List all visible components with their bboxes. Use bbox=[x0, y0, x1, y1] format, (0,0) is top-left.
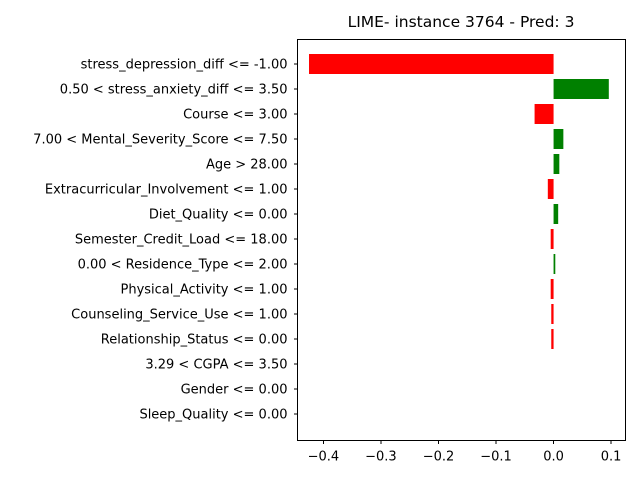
y-tick-label: Course <= 3.00 bbox=[183, 108, 287, 123]
y-tick-label: Sleep_Quality <= 0.00 bbox=[139, 408, 287, 423]
plot-frame bbox=[297, 39, 626, 441]
bar bbox=[551, 304, 554, 324]
y-tick-label: Relationship_Status <= 0.00 bbox=[101, 333, 288, 348]
chart-title: LIME- instance 3764 - Pred: 3 bbox=[348, 13, 575, 31]
x-tick-label: 0.0 bbox=[543, 450, 564, 465]
bar bbox=[551, 329, 554, 349]
y-tick-label: stress_depression_diff <= -1.00 bbox=[81, 58, 288, 73]
bar bbox=[550, 229, 554, 249]
bar bbox=[553, 204, 559, 224]
x-ticks: −0.4 −0.3 −0.2 −0.1 0.0 0.1 bbox=[308, 440, 622, 465]
bars-group bbox=[309, 54, 609, 349]
bar bbox=[553, 79, 609, 99]
y-tick-label: Physical_Activity <= 1.00 bbox=[121, 283, 288, 298]
y-tick-label: Extracurricular_Involvement <= 1.00 bbox=[45, 183, 288, 198]
x-tick-label: −0.1 bbox=[480, 450, 512, 465]
y-tick-label: 0.00 < Residence_Type <= 2.00 bbox=[78, 258, 288, 273]
bar bbox=[553, 154, 560, 174]
y-tick-label: Semester_Credit_Load <= 18.00 bbox=[75, 233, 288, 248]
y-tick-labels: stress_depression_diff <= -1.00 0.50 < st… bbox=[33, 58, 298, 423]
x-tick-label: −0.2 bbox=[423, 450, 455, 465]
bar bbox=[553, 254, 556, 274]
y-tick-label: Gender <= 0.00 bbox=[181, 383, 288, 398]
x-tick-label: −0.4 bbox=[308, 450, 340, 465]
x-tick-label: −0.3 bbox=[365, 450, 397, 465]
bar bbox=[553, 129, 564, 149]
bar bbox=[547, 179, 554, 199]
y-tick-label: Age > 28.00 bbox=[206, 158, 288, 173]
y-tick-label: 7.00 < Mental_Severity_Score <= 7.50 bbox=[33, 133, 287, 148]
bar bbox=[534, 104, 554, 124]
y-tick-label: 3.29 < CGPA <= 3.50 bbox=[145, 358, 287, 373]
y-tick-label: Diet_Quality <= 0.00 bbox=[149, 208, 288, 223]
y-tick-label: 0.50 < stress_anxiety_diff <= 3.50 bbox=[60, 83, 288, 98]
bar bbox=[309, 54, 554, 74]
bar bbox=[550, 279, 554, 299]
x-tick-label: 0.1 bbox=[601, 450, 622, 465]
y-tick-label: Counseling_Service_Use <= 1.00 bbox=[71, 308, 287, 323]
